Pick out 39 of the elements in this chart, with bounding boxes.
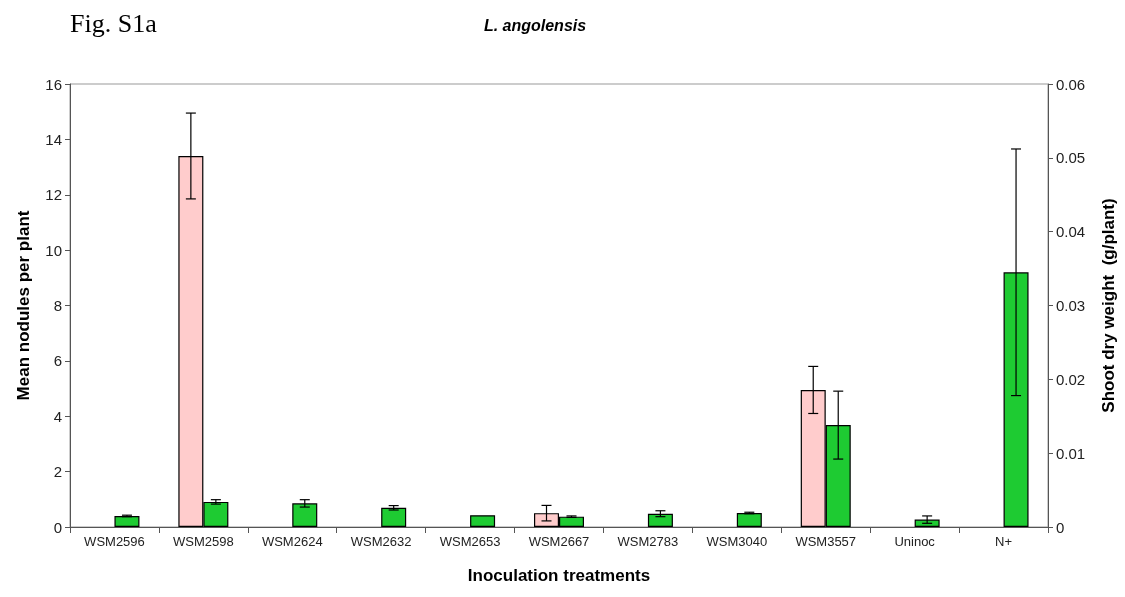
bar <box>292 503 318 527</box>
x-tick-label: WSM2624 <box>261 534 323 549</box>
x-tick-label: WSM3040 <box>706 534 768 549</box>
y-tick-label: 6 <box>53 352 62 370</box>
y-tick-label: 10 <box>45 241 62 259</box>
y-axis-title: Mean nodules per plant <box>14 210 33 401</box>
bar <box>647 513 673 527</box>
y2-tick-label: 0.04 <box>1056 223 1086 241</box>
chart-title: L. angolensis <box>483 16 587 34</box>
y2-tick-label: 0.02 <box>1056 370 1086 388</box>
y-tick-label: 2 <box>53 463 62 481</box>
x-tick-label: WSM2632 <box>350 534 412 549</box>
y2-tick-label: 0.01 <box>1056 444 1086 462</box>
y-tick-label: 8 <box>53 297 62 314</box>
x-tick-label: WSM2596 <box>84 534 145 549</box>
x-tick-label: WSM2783 <box>617 534 679 549</box>
bar <box>914 519 940 527</box>
bar <box>470 515 496 527</box>
y-tick-label: 12 <box>45 186 62 204</box>
x-tick-label: N+ <box>995 534 1013 549</box>
bar <box>114 515 140 527</box>
x-tick-label: WSM2667 <box>528 534 590 549</box>
bar <box>736 512 762 527</box>
y-tick-label: 4 <box>53 407 62 425</box>
x-tick-label: WSM3557 <box>795 534 857 549</box>
y2-tick-label: 0.03 <box>1056 297 1086 314</box>
y-tick-label: 0 <box>53 518 62 536</box>
y2-tick-label: 0.06 <box>1056 75 1086 93</box>
caption: Fig. S1a <box>70 8 158 38</box>
x-tick-label: Uninoc <box>894 534 936 549</box>
bar <box>381 507 407 527</box>
x-axis-title: Inoculation treatments <box>467 566 651 585</box>
y-tick-label: 16 <box>45 75 62 93</box>
y2-tick-label: 0.05 <box>1056 149 1086 167</box>
y2-axis-title: Shoot dry weight (g/plant) <box>1099 198 1118 413</box>
x-tick-label: WSM2653 <box>439 534 501 549</box>
x-tick-label: WSM2598 <box>173 534 234 549</box>
y2-tick-label: 0 <box>1056 518 1065 536</box>
y-tick-label: 14 <box>45 130 62 148</box>
